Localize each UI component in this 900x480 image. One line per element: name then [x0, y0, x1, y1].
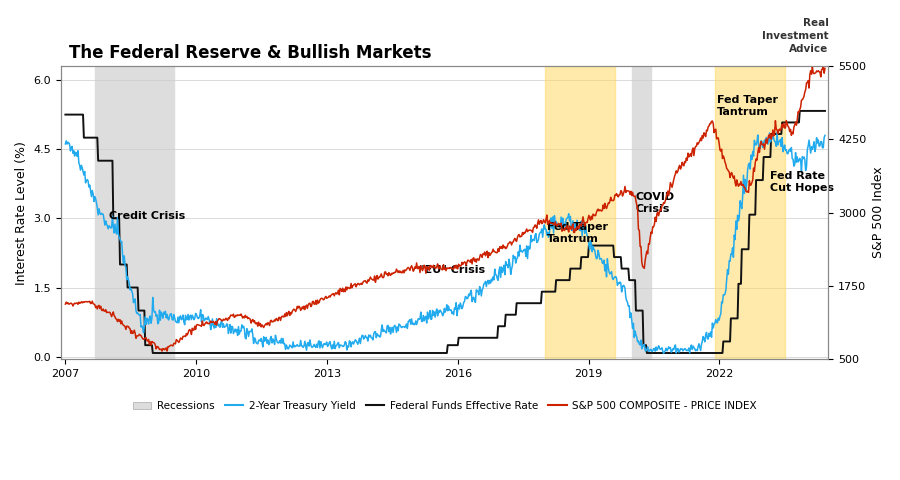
Text: Fed Taper
Tantrum: Fed Taper Tantrum [717, 96, 778, 117]
Text: The Federal Reserve & Bullish Markets: The Federal Reserve & Bullish Markets [68, 44, 431, 62]
Bar [545, 66, 615, 359]
Legend: Recessions, 2-Year Treasury Yield, Federal Funds Effective Rate, S&P 500 COMPOSI: Recessions, 2-Year Treasury Yield, Feder… [129, 397, 761, 415]
Bar [633, 66, 651, 359]
Y-axis label: S&P 500 Index: S&P 500 Index [872, 167, 885, 258]
Y-axis label: Interest Rate Level (%): Interest Rate Level (%) [15, 141, 28, 285]
Text: Credit Crisis: Credit Crisis [109, 211, 185, 221]
Text: "EU" Crisis: "EU" Crisis [418, 264, 485, 275]
Text: Real
Investment
Advice: Real Investment Advice [761, 18, 829, 54]
Bar [716, 66, 785, 359]
Bar [94, 66, 175, 359]
Text: COVID
Crisis: COVID Crisis [635, 192, 675, 214]
Text: Fed Rate
Cut Hopes: Fed Rate Cut Hopes [770, 171, 833, 193]
Text: Fed Taper
Tantrum: Fed Taper Tantrum [547, 222, 608, 244]
